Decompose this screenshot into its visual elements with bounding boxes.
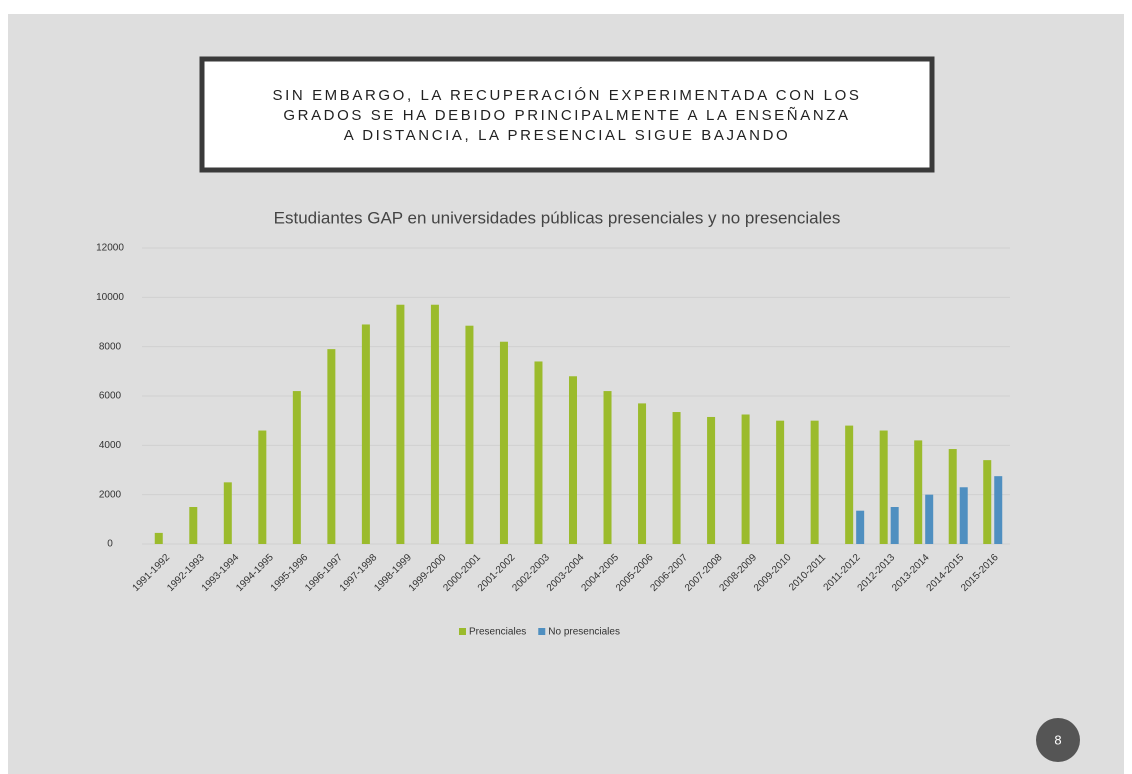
legend-label: No presenciales <box>548 627 620 638</box>
bar <box>603 391 612 544</box>
bar <box>994 476 1003 544</box>
heading-box <box>199 56 935 173</box>
bar <box>741 414 750 544</box>
bar <box>189 507 198 544</box>
bar <box>569 376 577 544</box>
bar <box>154 532 163 544</box>
y-tick-label: 2000 <box>99 489 122 500</box>
bar <box>845 425 854 544</box>
heading: SIN EMBARGO, LA RECUPERACIÓN EXPERIMENTA… <box>273 87 862 144</box>
bar <box>430 304 439 544</box>
bar <box>292 391 301 544</box>
y-tick-label: 10000 <box>96 292 124 303</box>
bar <box>959 487 968 544</box>
bar <box>948 449 957 544</box>
y-tick-label: 8000 <box>99 341 122 352</box>
bar <box>534 361 543 544</box>
bar <box>914 440 923 544</box>
bar <box>672 412 681 544</box>
y-tick-label: 0 <box>107 539 113 550</box>
bar <box>925 494 934 544</box>
legend-label: Presenciales <box>469 627 526 638</box>
bar <box>879 430 888 544</box>
bar <box>983 460 992 544</box>
bar <box>465 325 474 544</box>
legend-swatch <box>459 628 466 635</box>
heading-line: A DISTANCIA, LA PRESENCIAL SIGUE BAJANDO <box>344 127 791 144</box>
legend-swatch <box>538 628 546 635</box>
bar <box>499 341 508 544</box>
bar <box>856 510 865 544</box>
bar <box>396 304 405 544</box>
bar <box>327 349 336 544</box>
bar <box>361 324 370 544</box>
bar <box>223 482 232 544</box>
chart-title: Estudiantes GAP en universidades pública… <box>274 208 841 227</box>
bar <box>638 403 647 544</box>
heading-line: SIN EMBARGO, LA RECUPERACIÓN EXPERIMENTA… <box>273 87 862 104</box>
page-number-badge <box>1036 718 1080 762</box>
page-number: 8 <box>1054 732 1061 747</box>
bar <box>890 507 899 544</box>
bar <box>810 420 819 544</box>
bar <box>258 430 267 544</box>
heading-line: GRADOS SE HA DEBIDO PRINCIPALMENTE A LA … <box>283 107 850 124</box>
y-tick-label: 4000 <box>99 440 122 451</box>
bar <box>707 416 716 544</box>
y-tick-label: 12000 <box>96 243 124 254</box>
y-tick-label: 6000 <box>99 391 122 402</box>
bar <box>776 420 785 544</box>
